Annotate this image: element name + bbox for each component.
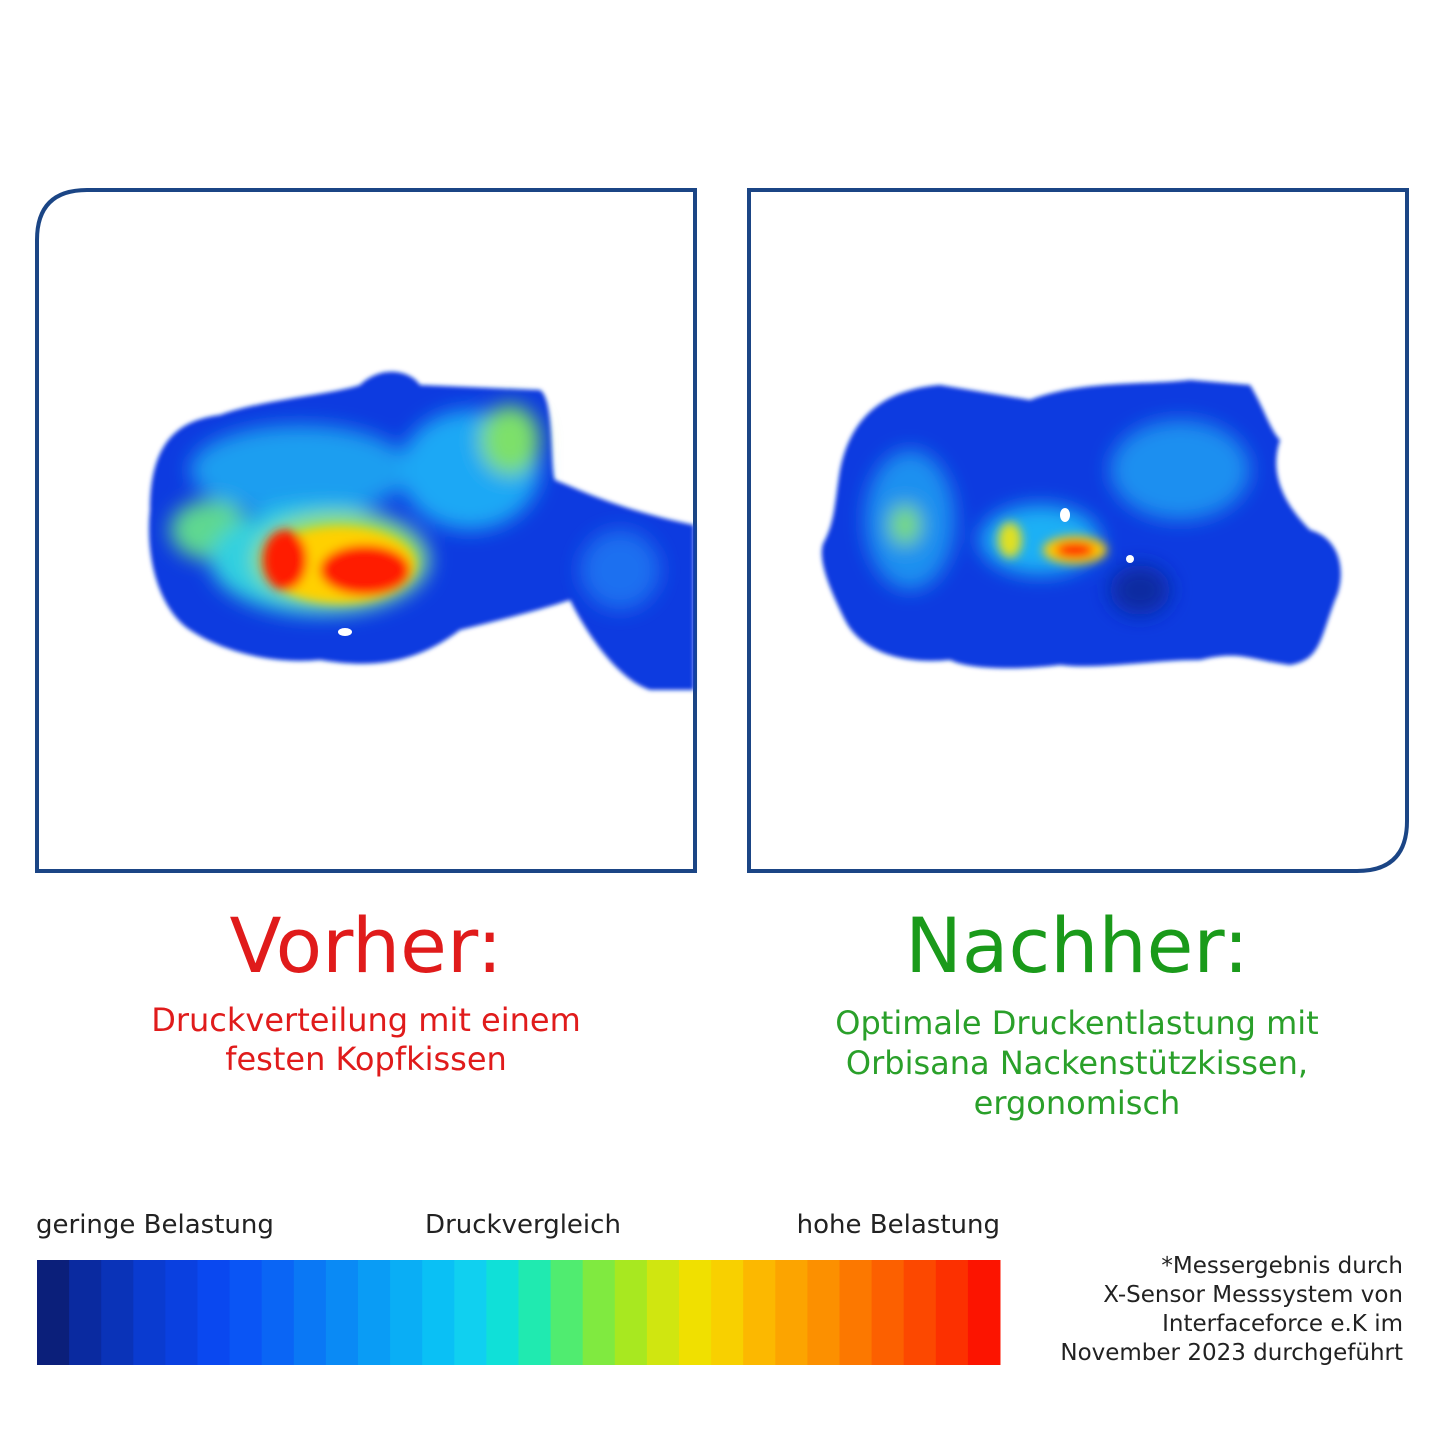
scale-swatch xyxy=(614,1260,648,1365)
legend-low: geringe Belastung xyxy=(36,1210,274,1240)
scale-swatch xyxy=(967,1260,1001,1365)
scale-swatch xyxy=(582,1260,616,1365)
before-title: Vorher: xyxy=(230,901,503,990)
scale-swatch xyxy=(261,1260,295,1365)
scale-swatch xyxy=(101,1260,134,1365)
scale-swatch xyxy=(903,1260,937,1365)
after-caption: ergonomisch xyxy=(974,1084,1181,1122)
scale-swatch xyxy=(775,1260,808,1365)
scale-swatch xyxy=(197,1260,231,1365)
scale-swatch xyxy=(518,1260,552,1365)
after-heatmap xyxy=(821,380,1341,669)
scale-swatch xyxy=(325,1260,359,1365)
scale-swatch xyxy=(486,1260,519,1365)
before-caption: Druckverteilung mit einem xyxy=(151,1001,581,1039)
scale-swatch xyxy=(133,1260,166,1365)
after-caption: Orbisana Nackenstützkissen, xyxy=(846,1044,1308,1082)
scale-swatch xyxy=(646,1260,680,1365)
scale-swatch xyxy=(37,1260,70,1365)
note: Interfaceforce e.K im xyxy=(1162,1311,1403,1337)
scale-swatch xyxy=(293,1260,327,1365)
scale-swatch xyxy=(165,1260,198,1365)
after-caption: Optimale Druckentlastung mit xyxy=(835,1004,1318,1042)
legend-title: Druckvergleich xyxy=(425,1210,621,1240)
note: X-Sensor Messsystem von xyxy=(1103,1282,1403,1308)
scale-swatch xyxy=(679,1260,712,1365)
scale-swatch xyxy=(454,1260,487,1365)
scale-swatch xyxy=(69,1260,102,1365)
scale-swatch xyxy=(839,1260,873,1365)
scale-swatch xyxy=(550,1260,584,1365)
before-caption: festen Kopfkissen xyxy=(225,1040,507,1078)
after-title: Nachher: xyxy=(905,901,1249,990)
scale-swatch xyxy=(390,1260,423,1365)
scale-swatch xyxy=(229,1260,263,1365)
scale-swatch xyxy=(807,1260,840,1365)
scale-swatch xyxy=(743,1260,776,1365)
color-scale xyxy=(37,1260,1001,1365)
scale-swatch xyxy=(935,1260,969,1365)
before-heatmap xyxy=(149,371,694,690)
note: November 2023 durchgeführt xyxy=(1060,1340,1403,1366)
scale-swatch xyxy=(358,1260,391,1365)
scale-swatch xyxy=(422,1260,455,1365)
scale-swatch xyxy=(871,1260,905,1365)
scale-swatch xyxy=(711,1260,744,1365)
legend-high: hohe Belastung xyxy=(797,1210,1000,1240)
note: *Messergebnis durch xyxy=(1161,1253,1403,1279)
